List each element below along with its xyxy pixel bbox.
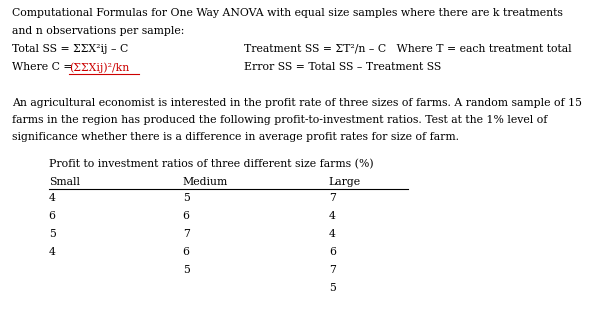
Text: 5: 5 [183,265,189,275]
Text: 5: 5 [49,229,55,239]
Text: Medium: Medium [183,177,228,187]
Text: 7: 7 [329,193,336,203]
Text: An agricultural economist is interested in the profit rate of three sizes of far: An agricultural economist is interested … [12,98,582,108]
Text: 4: 4 [49,247,55,257]
Text: Error SS = Total SS – Treatment SS: Error SS = Total SS – Treatment SS [244,62,441,72]
Text: 6: 6 [329,247,336,257]
Text: Where C =: Where C = [12,62,76,72]
Text: significance whether there is a difference in average profit rates for size of f: significance whether there is a differen… [12,132,459,142]
Text: 6: 6 [49,211,55,221]
Text: 4: 4 [329,229,336,239]
Text: Small: Small [49,177,80,187]
Text: and n observations per sample:: and n observations per sample: [12,26,185,35]
Text: 4: 4 [49,193,55,203]
Text: 4: 4 [329,211,336,221]
Text: 5: 5 [183,193,189,203]
Text: Total SS = ΣΣX²ij – C: Total SS = ΣΣX²ij – C [12,44,128,53]
Text: Profit to investment ratios of three different size farms (%): Profit to investment ratios of three dif… [49,159,373,169]
Text: 7: 7 [329,265,336,275]
Text: Large: Large [329,177,361,187]
Text: 6: 6 [183,211,189,221]
Text: 6: 6 [183,247,189,257]
Text: Treatment SS = ΣT²/n – C   Where T = each treatment total: Treatment SS = ΣT²/n – C Where T = each … [244,44,571,53]
Text: 7: 7 [183,229,189,239]
Text: farms in the region has produced the following profit-to-investment ratios. Test: farms in the region has produced the fol… [12,115,547,125]
Text: 5: 5 [329,283,336,293]
Text: (ΣΣXij)²/kn: (ΣΣXij)²/kn [69,62,129,73]
Text: Computational Formulas for One Way ANOVA with equal size samples where there are: Computational Formulas for One Way ANOVA… [12,8,563,18]
